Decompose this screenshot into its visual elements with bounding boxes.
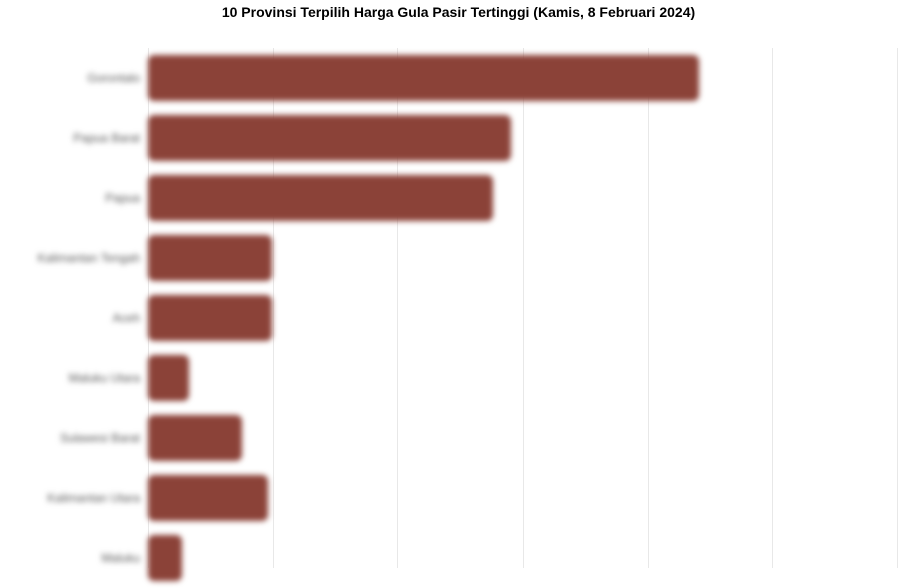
bar-row: Gorontalo [148,48,897,108]
bar-row: Papua [148,168,897,228]
bar [148,295,272,341]
bar-row: Sulawesi Barat [148,408,897,468]
bar-label: Sulawesi Barat [0,431,144,445]
bar-label: Maluku Utara [0,371,144,385]
bar-row: Kalimantan Tengah [148,228,897,288]
bar-row: Kalimantan Utara [148,468,897,528]
bar-label: Kalimantan Tengah [0,251,144,265]
gridline [897,48,898,568]
bar [148,55,699,101]
chart-plot-area: Gorontalo Papua Barat Papua Kalimantan T… [148,28,897,568]
bar-row: Maluku Utara [148,348,897,408]
bar [148,235,272,281]
bar [148,355,189,401]
bar-label: Papua Barat [0,131,144,145]
bar-label: Maluku [0,551,144,565]
bar-label: Kalimantan Utara [0,491,144,505]
bar-label: Gorontalo [0,71,144,85]
bar [148,175,493,221]
bar-row: Aceh [148,288,897,348]
bar-row: Maluku [148,528,897,588]
bar-label: Papua [0,191,144,205]
bars-container: Gorontalo Papua Barat Papua Kalimantan T… [148,48,897,588]
chart-title: 10 Provinsi Terpilih Harga Gula Pasir Te… [0,0,917,28]
bar-label: Aceh [0,311,144,325]
bar-row: Papua Barat [148,108,897,168]
bar [148,475,268,521]
bar [148,415,242,461]
bar [148,535,182,581]
bar [148,115,511,161]
